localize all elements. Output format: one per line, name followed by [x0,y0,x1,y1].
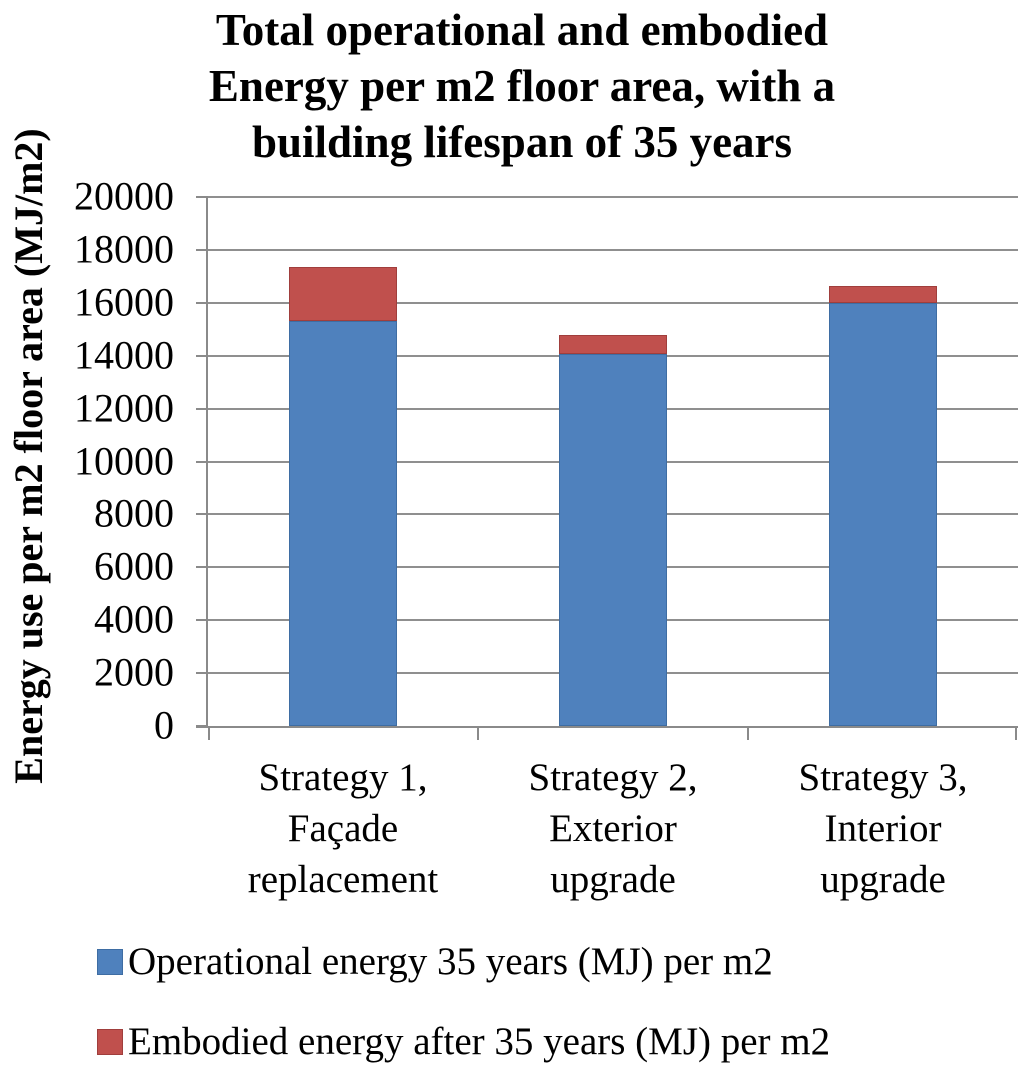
gridline-20000 [208,196,1018,198]
legend: Operational energy 35 years (MJ) per m2 … [97,938,830,1066]
x-tick-mark [1015,728,1017,740]
y-tick-label-12000: 12000 [74,385,174,431]
legend-label-embodied: Embodied energy after 35 years (MJ) per … [128,1020,831,1063]
x-tick-mark [208,728,210,740]
y-tick-mark [196,407,208,410]
y-tick-label-18000: 18000 [74,226,174,272]
y-tick-mark [196,566,208,569]
x-axis-line [196,726,1018,728]
bar-embodied-strategy-2 [559,334,667,355]
x-tick-mark [477,728,479,740]
gridline-16000 [208,301,1018,304]
y-tick-mark [196,196,208,198]
bar-operational-strategy-2 [559,354,667,726]
bar-embodied-strategy-1 [289,267,397,322]
y-tick-mark [196,248,208,251]
legend-swatch-embodied-icon [97,1029,123,1055]
y-axis-tick-labels: 0 2000 4000 6000 8000 10000 12000 14000 16000 180… [0,174,174,748]
y-tick-label-14000: 14000 [74,332,174,378]
bar-operational-strategy-3 [829,302,937,726]
y-tick-mark [196,354,208,357]
gridline-18000 [208,248,1018,251]
plot-area [196,196,1018,740]
y-tick-label-6000: 6000 [94,543,174,589]
y-tick-label-16000: 16000 [74,279,174,325]
y-tick-label-8000: 8000 [94,490,174,536]
x-category-label-2: Strategy 2, Exterior upgrade [528,756,698,901]
legend-label-operational: Operational energy 35 years (MJ) per m2 [128,940,773,983]
bar-operational-strategy-1 [289,321,397,726]
legend-swatch-operational-icon [97,949,123,975]
chart-title: Total operational and embodied Energy pe… [208,5,836,167]
y-tick-mark [196,725,208,727]
y-tick-label-4000: 4000 [94,596,174,642]
legend-item-operational: Operational energy 35 years (MJ) per m2 [97,938,830,986]
y-tick-label-2000: 2000 [94,649,174,695]
bar-embodied-strategy-3 [829,286,937,303]
x-category-label-1: Strategy 1, Façade replacement [247,756,439,901]
y-tick-mark [196,619,208,622]
y-tick-label-20000: 20000 [74,173,174,219]
y-tick-mark [196,672,208,675]
y-tick-mark [196,460,208,463]
y-tick-label-10000: 10000 [74,438,174,484]
x-tick-mark [747,728,749,740]
legend-item-embodied: Embodied energy after 35 years (MJ) per … [97,1018,830,1066]
y-tick-mark [196,301,208,304]
y-tick-label-0: 0 [154,702,174,748]
y-tick-mark [196,513,208,516]
x-category-label-3: Strategy 3, Interior upgrade [798,756,968,901]
